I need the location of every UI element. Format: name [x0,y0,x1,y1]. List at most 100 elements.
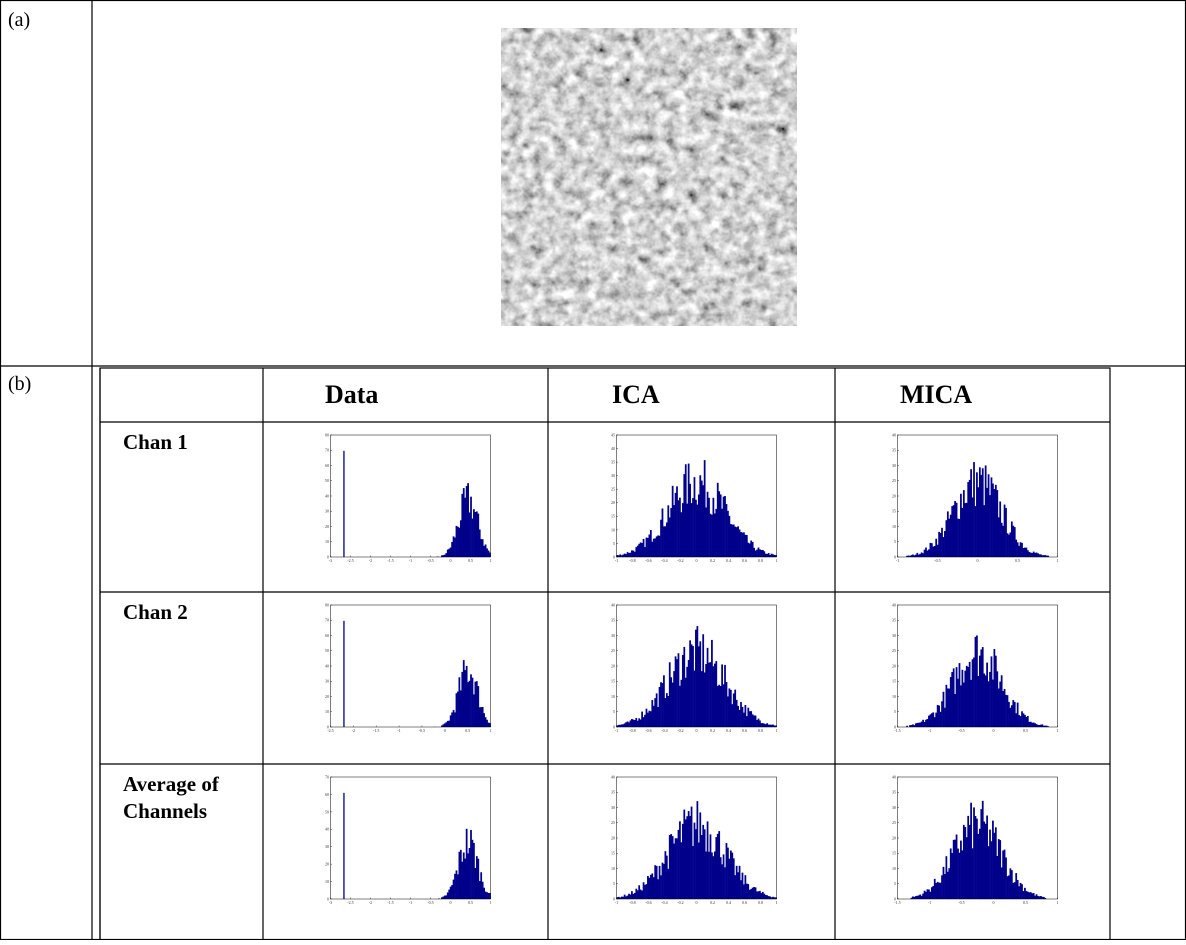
y-tick-label: 40 [325,663,329,668]
x-tick-label: -0.5 [934,558,940,563]
x-tick-label: -0.6 [645,900,651,905]
y-tick-label: 30 [325,844,329,849]
x-tick-label: -0.8 [629,558,635,563]
x-tick-label: -3 [329,558,332,563]
y-tick-label: 10 [611,866,615,871]
column-header: MICA [900,380,972,409]
y-tick-label: 30 [325,679,329,684]
y-tick-label: 70 [325,618,329,623]
x-tick-label: 1 [490,558,492,563]
texture-image [501,28,797,326]
y-tick-label: 0 [327,896,329,901]
y-tick-label: 30 [325,509,329,514]
x-tick-label: 0.5 [1023,728,1028,733]
x-tick-label: 0.6 [742,558,747,563]
y-tick-label: 10 [325,879,329,884]
y-tick-label: 0 [613,896,615,901]
y-tick-label: 0 [894,554,896,559]
y-tick-label: 10 [611,527,615,532]
y-tick-label: 0 [613,554,615,559]
y-tick-label: 30 [892,805,896,810]
x-tick-label: 0 [696,728,698,733]
x-tick-label: -3 [329,900,332,905]
x-tick-label: 1 [1057,900,1059,905]
x-tick-label: 1 [490,728,492,733]
x-tick-label: -0.4 [661,728,667,733]
y-tick-label: 25 [892,648,896,653]
y-tick-label: 35 [892,618,896,623]
y-tick-label: 80 [325,602,329,607]
y-tick-label: 5 [613,709,615,714]
x-tick-label: 0 [977,558,979,563]
row-label: Chan 2 [123,600,188,624]
y-tick-label: 25 [611,487,615,492]
y-tick-label: 10 [611,694,615,699]
y-tick-label: 70 [325,774,329,779]
x-tick-label: -1 [409,558,412,563]
x-tick-label: -0.8 [629,728,635,733]
x-tick-label: 1 [776,900,778,905]
x-tick-label: 0.5 [465,728,470,733]
panel-label: (a) [8,9,30,31]
y-tick-label: 20 [611,835,615,840]
x-tick-label: 0.5 [468,558,473,563]
y-tick-label: 10 [325,709,329,714]
x-tick-label: -0.5 [427,900,433,905]
x-tick-label: -0.5 [419,728,425,733]
x-tick-label: -0.6 [645,728,651,733]
x-tick-label: 0.8 [758,728,763,733]
x-tick-label: 0.6 [742,728,747,733]
x-tick-label: -1.5 [387,900,393,905]
y-tick-label: 15 [892,679,896,684]
y-tick-label: 10 [325,539,329,544]
y-tick-label: 35 [611,618,615,623]
x-tick-label: -1 [615,558,618,563]
y-tick-label: 50 [325,648,329,653]
histogram-bar [343,451,344,557]
y-tick-label: 40 [325,493,329,498]
x-tick-label: 1 [1057,558,1059,563]
y-tick-label: 40 [611,774,615,779]
x-tick-label: -1 [397,728,400,733]
x-tick-label: -1.5 [387,558,393,563]
histogram-bar [343,793,344,899]
y-tick-label: 35 [611,790,615,795]
y-tick-label: 80 [325,432,329,437]
y-tick-label: 15 [611,679,615,684]
y-tick-label: 20 [892,835,896,840]
x-tick-label: 0.4 [726,558,731,563]
x-tick-label: 0 [696,900,698,905]
y-tick-label: 0 [327,554,329,559]
x-tick-label: -0.5 [958,900,964,905]
y-tick-label: 10 [892,524,896,529]
y-tick-label: 20 [325,862,329,867]
x-tick-label: -1 [615,900,618,905]
x-tick-label: 0.5 [468,900,473,905]
y-tick-label: 40 [892,602,896,607]
x-tick-label: -2.5 [347,900,353,905]
column-header: ICA [612,380,660,409]
x-tick-label: -2 [352,728,355,733]
y-tick-label: 15 [892,851,896,856]
x-tick-label: 0 [993,900,995,905]
y-tick-label: 25 [892,820,896,825]
y-tick-label: 60 [325,463,329,468]
y-tick-label: 0 [894,724,896,729]
x-tick-label: -0.2 [677,728,683,733]
x-tick-label: -1 [409,900,412,905]
y-tick-label: 5 [894,881,896,886]
x-tick-label: 0 [696,558,698,563]
y-tick-label: 20 [611,500,615,505]
y-tick-label: 0 [894,896,896,901]
x-tick-label: 0 [444,728,446,733]
x-tick-label: -0.2 [677,900,683,905]
x-tick-label: 0.8 [758,558,763,563]
y-tick-label: 20 [611,663,615,668]
x-tick-label: 0.2 [710,728,715,733]
y-tick-label: 5 [613,881,615,886]
y-tick-label: 60 [325,792,329,797]
x-tick-label: -0.2 [677,558,683,563]
y-tick-label: 5 [894,709,896,714]
